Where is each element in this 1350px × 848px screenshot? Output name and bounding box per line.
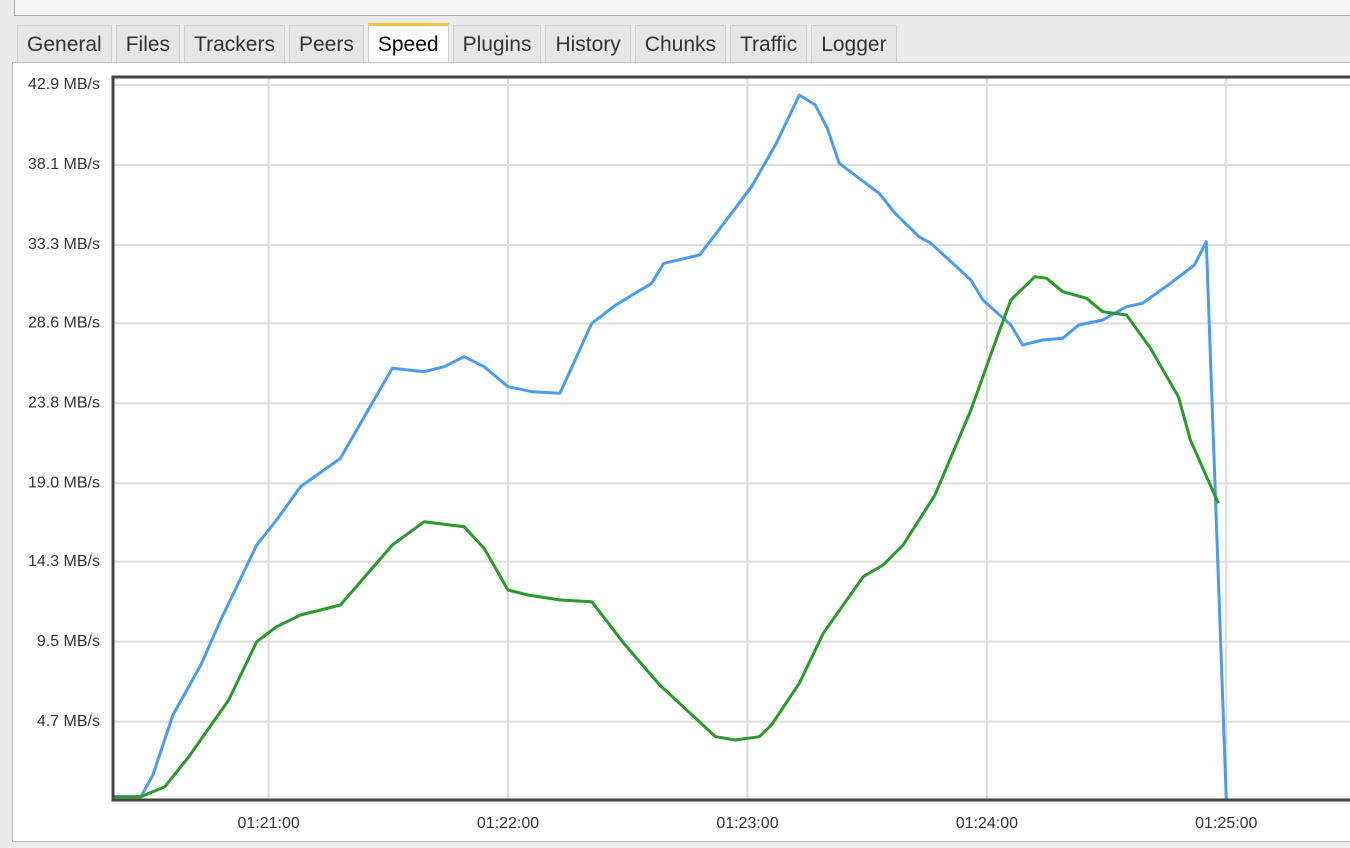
y-tick-label: 38.1 MB/s <box>28 156 100 173</box>
y-tick-label: 19.0 MB/s <box>28 475 100 492</box>
y-tick-label: 14.3 MB/s <box>28 553 100 570</box>
y-tick-label: 33.3 MB/s <box>28 236 100 253</box>
x-tick-label: 01:21:00 <box>237 815 299 832</box>
x-tick-label: 01:25:00 <box>1195 815 1257 832</box>
y-tick-label: 42.9 MB/s <box>28 76 100 93</box>
tab[interactable]: General <box>17 25 112 62</box>
series-line <box>113 275 1220 799</box>
tab[interactable]: Chunks <box>634 25 726 62</box>
tab-bar: General Files Trackers Peers Speed Plugins His… <box>17 23 897 62</box>
y-tick-label: 4.7 MB/s <box>37 713 100 730</box>
tab[interactable]: Peers <box>288 25 364 62</box>
toolbar-area <box>14 0 1350 16</box>
series-line <box>113 93 1228 801</box>
panel <box>12 62 1350 842</box>
tab[interactable]: Files <box>115 25 181 62</box>
y-tick-label: 9.5 MB/s <box>37 633 100 650</box>
x-tick-label: 01:23:00 <box>716 815 778 832</box>
x-tick-label: 01:24:00 <box>956 815 1018 832</box>
tab[interactable]: Speed <box>367 23 449 62</box>
tab[interactable]: Logger <box>811 25 897 62</box>
tab[interactable]: History <box>545 25 631 62</box>
x-tick-label: 01:22:00 <box>477 815 539 832</box>
tab[interactable]: Plugins <box>452 25 542 62</box>
tab[interactable]: Traffic <box>730 25 808 62</box>
tab[interactable]: Trackers <box>184 25 285 62</box>
y-tick-label: 23.8 MB/s <box>28 395 100 412</box>
y-tick-label: 28.6 MB/s <box>28 315 100 332</box>
plot-frame <box>111 75 1350 802</box>
